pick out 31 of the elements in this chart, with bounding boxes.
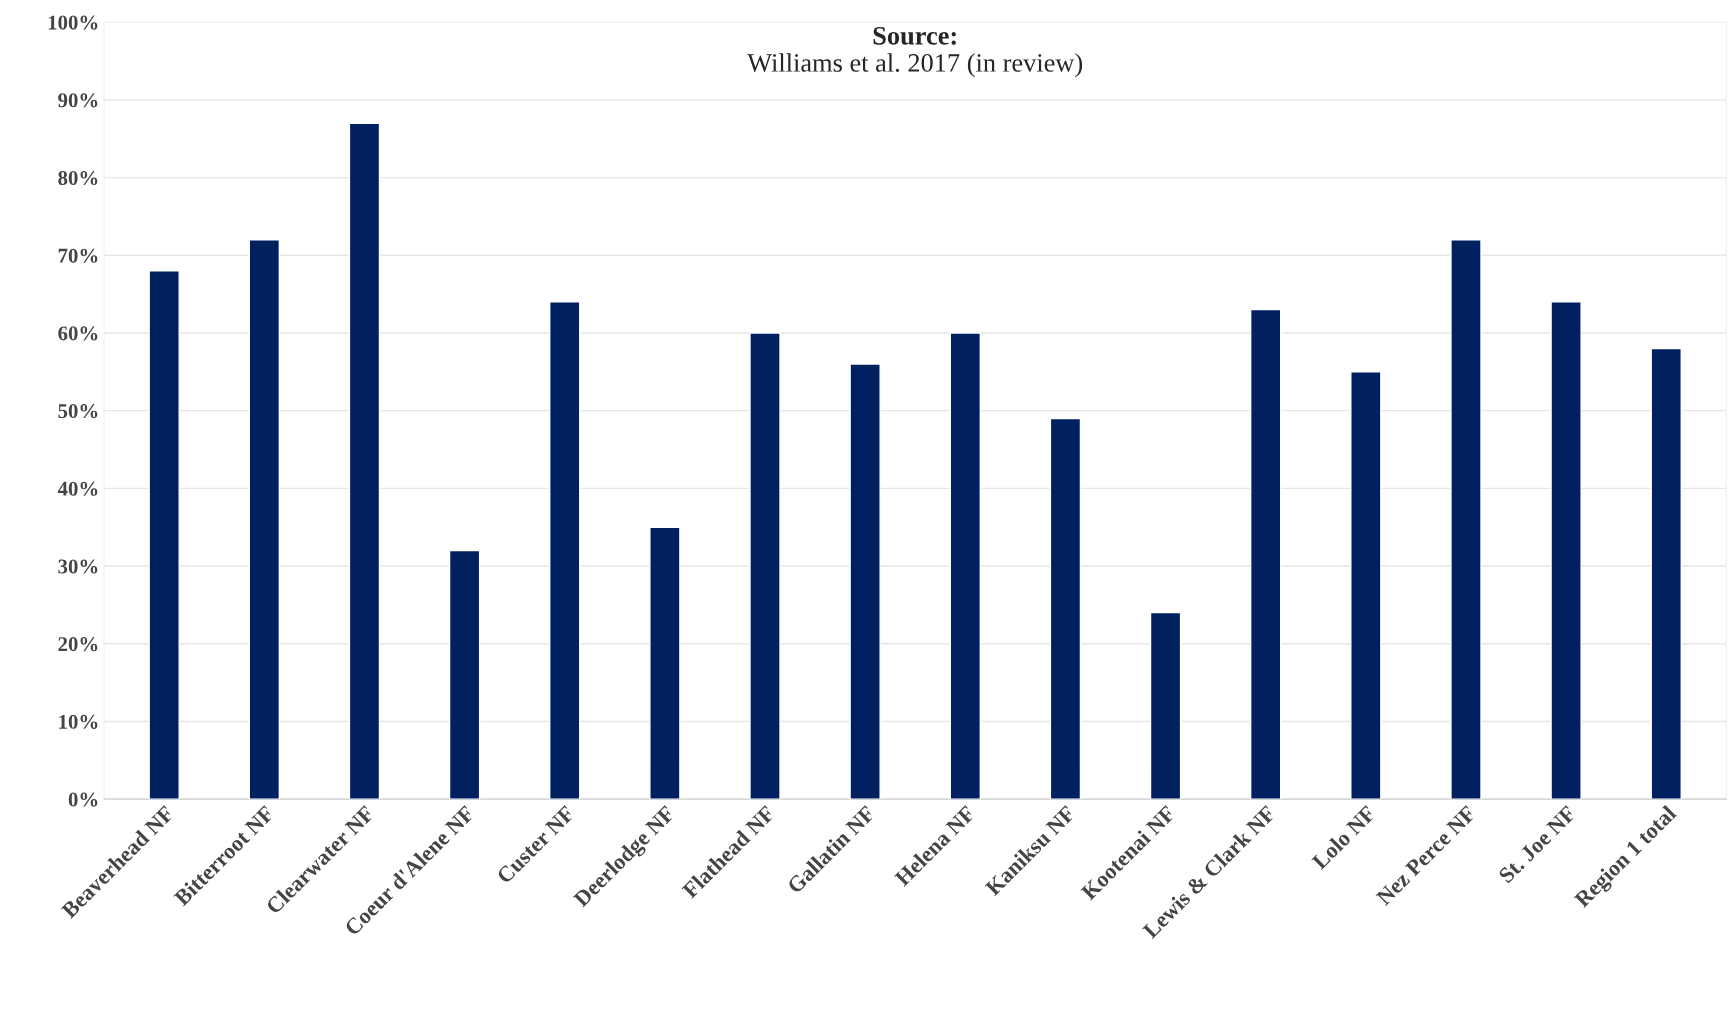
y-tick-label: 10% bbox=[59, 714, 98, 729]
y-tick-label: 40% bbox=[57, 481, 98, 496]
y-tick-label: 70% bbox=[58, 248, 98, 263]
bar bbox=[1650, 347, 1682, 800]
bar bbox=[448, 549, 481, 800]
y-tick-label: 60% bbox=[58, 326, 98, 341]
y-tick-label: 30% bbox=[58, 559, 98, 574]
x-tick-label: Lolo NF bbox=[1310, 804, 1377, 871]
bar bbox=[1249, 308, 1282, 800]
y-tick-label: 0% bbox=[68, 792, 98, 807]
bar bbox=[749, 332, 781, 800]
bar bbox=[849, 363, 881, 800]
chart-title: Source: bbox=[873, 26, 956, 45]
bar bbox=[248, 239, 281, 800]
x-tick-label: St. Joe NF bbox=[1498, 805, 1577, 884]
y-tick-label: 20% bbox=[58, 637, 98, 652]
bar bbox=[148, 270, 180, 800]
bar bbox=[549, 301, 581, 800]
bar bbox=[1450, 239, 1482, 800]
bar bbox=[1550, 301, 1582, 800]
bar bbox=[1350, 371, 1382, 800]
bar bbox=[949, 332, 981, 800]
y-tick-label: 100% bbox=[48, 15, 98, 30]
bar bbox=[649, 526, 681, 800]
text: Williams et al. 2017 (in review) bbox=[747, 53, 1083, 78]
bar bbox=[1049, 417, 1082, 800]
y-tick-label: 80% bbox=[58, 170, 98, 186]
y-tick-label: 50% bbox=[58, 404, 98, 419]
bar bbox=[348, 122, 381, 800]
bar bbox=[1149, 611, 1182, 800]
y-tick-label: 90% bbox=[58, 93, 98, 108]
